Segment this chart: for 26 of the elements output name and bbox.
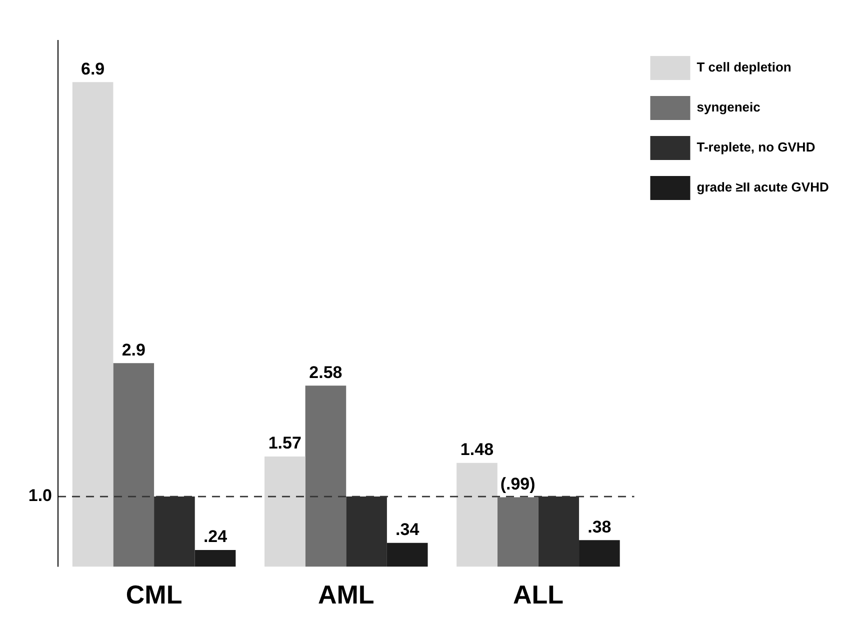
data-label: (.99)	[500, 474, 536, 494]
legend-label: grade ≥II acute GVHD	[696, 180, 829, 195]
legend-label: syngeneic	[696, 100, 760, 115]
bar	[264, 456, 306, 567]
data-label: .24	[203, 527, 228, 546]
legend-label: T-replete, no GVHD	[696, 140, 816, 155]
x-tick-label: ALL	[512, 580, 564, 610]
bar	[305, 386, 346, 567]
ref-line-label: 1.0	[28, 486, 52, 506]
x-tick-label: CML	[126, 580, 182, 610]
data-label: 1.57	[268, 434, 302, 453]
data-label: 1.48	[460, 440, 494, 460]
bar	[194, 550, 236, 567]
bar	[456, 462, 498, 567]
bar	[113, 363, 154, 567]
data-label: .34	[396, 520, 420, 540]
legend-label: T cell depletion	[696, 60, 792, 75]
bar	[386, 542, 428, 567]
data-label: .38	[588, 517, 612, 536]
x-tick-label: AML	[318, 580, 374, 610]
bar	[72, 82, 114, 567]
data-label: 2.58	[309, 362, 342, 382]
bar	[497, 497, 538, 567]
data-label: 6.9	[80, 59, 105, 78]
bar	[579, 540, 620, 567]
data-label: 2.9	[122, 340, 146, 360]
